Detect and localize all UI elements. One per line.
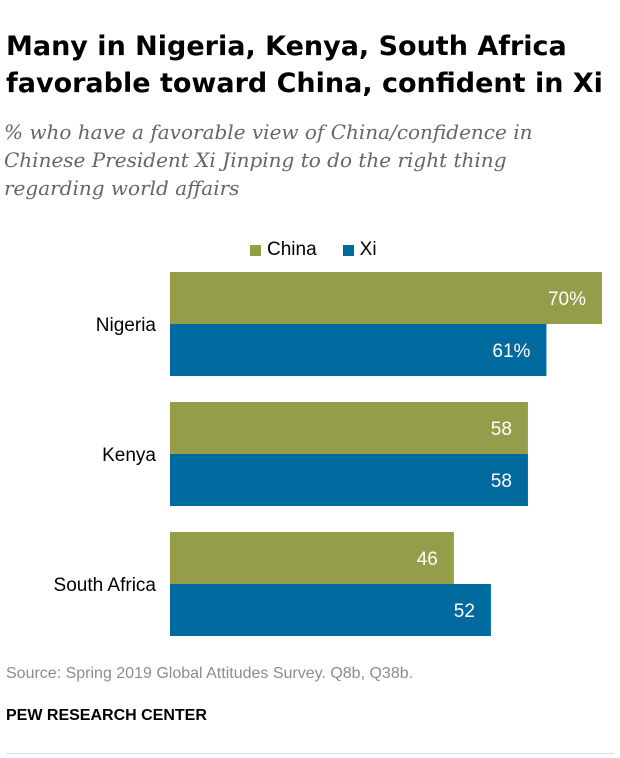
data-label-xi-nigeria: 61% xyxy=(492,341,530,362)
chart-subtitle: % who have a favorable view of China/con… xyxy=(4,120,533,200)
bar-xi-south-africa xyxy=(170,584,491,636)
legend: China Xi xyxy=(250,239,403,261)
data-label-xi-south-africa: 52 xyxy=(454,601,475,622)
chart-title: Many in Nigeria, Kenya, South Africa fav… xyxy=(6,31,603,99)
legend-swatch-china xyxy=(250,244,261,256)
bar-china-nigeria xyxy=(170,272,602,324)
bottom-divider xyxy=(6,753,614,754)
bar-china-south-africa xyxy=(170,532,454,584)
legend-label-xi: Xi xyxy=(359,239,377,260)
data-label-xi-kenya: 58 xyxy=(491,471,512,492)
data-label-china-nigeria: 70% xyxy=(548,289,586,310)
bar-xi-nigeria xyxy=(170,324,547,376)
source-note: Source: Spring 2019 Global Attitudes Sur… xyxy=(6,665,414,682)
legend-label-china: China xyxy=(267,239,317,260)
category-label-nigeria: Nigeria xyxy=(96,315,157,336)
bar-chart: Nigeria 70% 61% Kenya 58 58 South Africa 46 52 xyxy=(54,272,602,636)
category-label-kenya: Kenya xyxy=(102,445,156,466)
data-label-china-south-africa: 46 xyxy=(417,549,438,570)
footer-brand: PEW RESEARCH CENTER xyxy=(6,707,207,724)
category-label-south-africa: South Africa xyxy=(54,575,157,596)
data-label-china-kenya: 58 xyxy=(491,419,512,440)
legend-swatch-xi xyxy=(342,244,354,256)
bar-xi-kenya xyxy=(170,454,528,506)
bar-china-kenya xyxy=(170,402,528,454)
legend-item-china: China xyxy=(250,239,317,261)
legend-item-xi: Xi xyxy=(342,239,377,261)
